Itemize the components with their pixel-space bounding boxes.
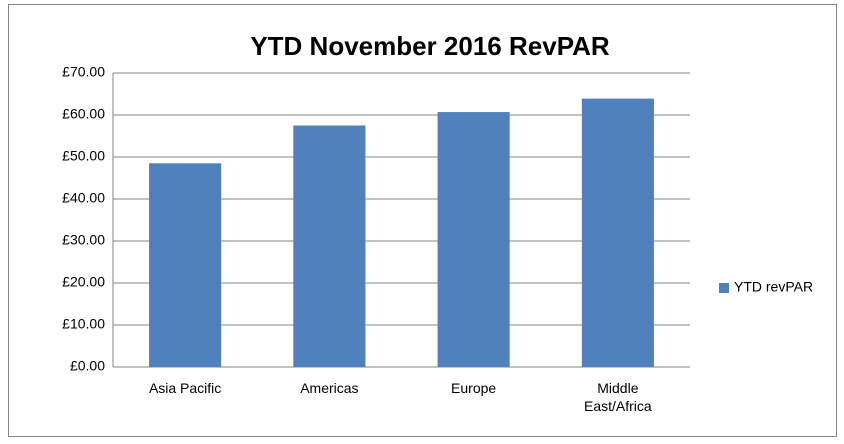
y-tick-label: £50.00 — [62, 148, 105, 164]
legend-label: YTD revPAR — [734, 279, 813, 295]
x-tick-label: Americas — [300, 380, 359, 396]
y-tick-label: £30.00 — [62, 232, 105, 248]
bar — [437, 112, 510, 367]
x-tick-label: Europe — [451, 380, 497, 396]
y-tick-label: £20.00 — [62, 274, 105, 290]
legend-swatch — [719, 283, 729, 293]
bar — [149, 163, 222, 367]
y-tick-label: £0.00 — [70, 358, 105, 374]
bar — [581, 98, 654, 368]
x-tick-label: Middle East/Africa — [584, 380, 652, 414]
y-tick-label: £10.00 — [62, 316, 105, 332]
y-tick-label: £40.00 — [62, 190, 105, 206]
chart-title: YTD November 2016 RevPAR — [250, 31, 610, 61]
y-tick-label: £70.00 — [62, 64, 105, 80]
chart-border — [8, 4, 837, 437]
bar — [293, 125, 366, 367]
x-tick-label: Asia Pacific — [148, 380, 222, 396]
y-tick-label: £60.00 — [62, 106, 105, 122]
